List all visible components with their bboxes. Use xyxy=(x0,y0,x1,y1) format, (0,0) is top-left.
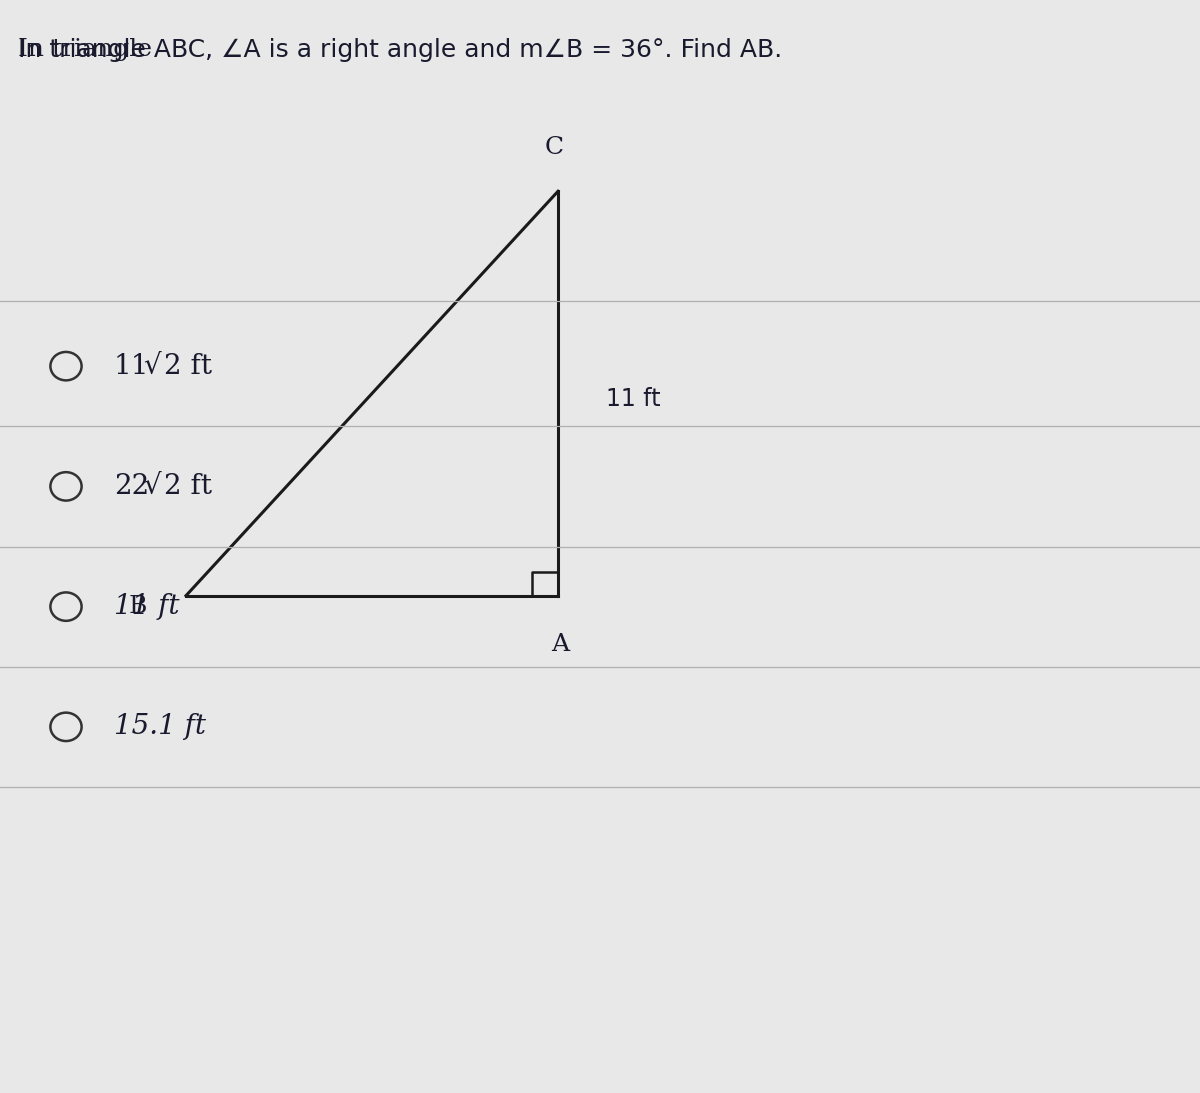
Text: 2 ft: 2 ft xyxy=(164,353,212,379)
Text: 11 ft: 11 ft xyxy=(606,387,661,411)
Text: 2 ft: 2 ft xyxy=(164,473,212,500)
Text: 22: 22 xyxy=(114,473,149,500)
Text: 11 ft: 11 ft xyxy=(114,593,180,620)
Text: 11: 11 xyxy=(114,353,150,379)
Text: In triangle ABC, ∠A is a right angle and m∠B = 36°. Find AB.: In triangle ABC, ∠A is a right angle and… xyxy=(18,38,782,62)
Text: A: A xyxy=(551,633,570,657)
Text: B: B xyxy=(128,595,148,619)
Text: In triangle: In triangle xyxy=(18,38,160,61)
Text: 15.1 ft: 15.1 ft xyxy=(114,714,206,740)
Text: √: √ xyxy=(143,353,161,379)
Text: √: √ xyxy=(143,473,161,500)
Text: C: C xyxy=(545,136,564,160)
